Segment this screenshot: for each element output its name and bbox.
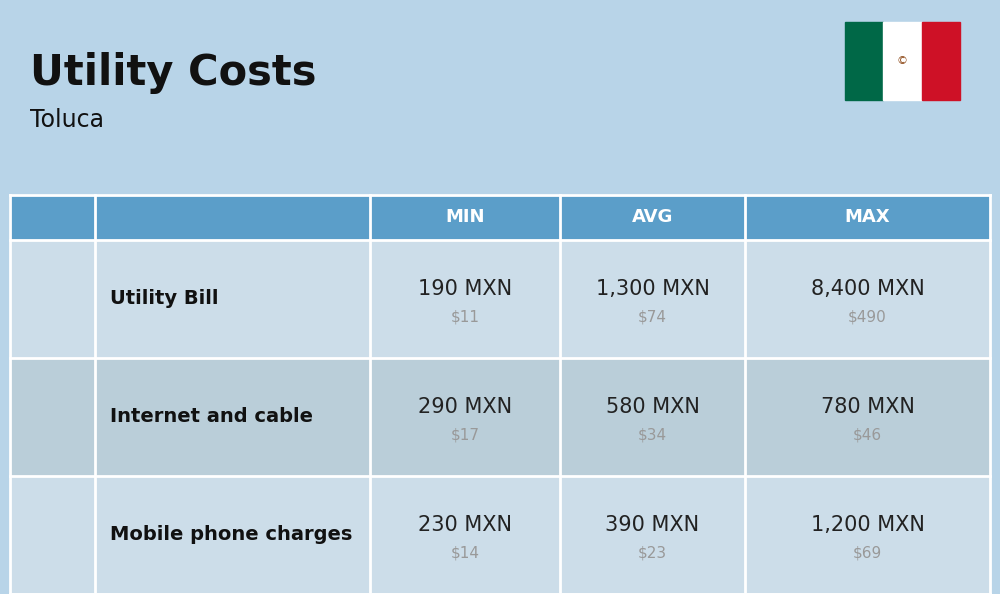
Text: 780 MXN: 780 MXN (821, 397, 914, 417)
Bar (922, 22, 960, 100)
Text: 390 MXN: 390 MXN (605, 515, 700, 535)
Bar (95, 195, 370, 240)
Text: 290 MXN: 290 MXN (418, 397, 512, 417)
Text: $14: $14 (450, 545, 480, 561)
Bar (745, 476, 990, 594)
Text: 580 MXN: 580 MXN (606, 397, 699, 417)
Text: 230 MXN: 230 MXN (418, 515, 512, 535)
Bar (10, 476, 95, 594)
Text: Toluca: Toluca (30, 108, 104, 132)
Bar (95, 476, 370, 594)
Text: Utility Bill: Utility Bill (110, 289, 218, 308)
Text: MIN: MIN (445, 208, 485, 226)
Text: $490: $490 (848, 309, 887, 324)
Text: $69: $69 (853, 545, 882, 561)
Bar (745, 358, 990, 476)
Bar (10, 358, 95, 476)
Bar (10, 195, 95, 240)
Bar (745, 240, 990, 358)
Bar (560, 195, 745, 240)
Text: 1,200 MXN: 1,200 MXN (811, 515, 924, 535)
Bar (883, 22, 922, 100)
Bar (745, 195, 990, 240)
Text: $46: $46 (853, 428, 882, 443)
Text: 1,300 MXN: 1,300 MXN (596, 279, 709, 299)
Text: $23: $23 (638, 545, 667, 561)
Text: Utility Costs: Utility Costs (30, 52, 316, 94)
Text: 190 MXN: 190 MXN (418, 279, 512, 299)
Bar (370, 240, 560, 358)
Bar (10, 240, 95, 358)
Bar (370, 358, 560, 476)
Text: ©: © (897, 56, 908, 66)
Text: $17: $17 (450, 428, 480, 443)
Text: MAX: MAX (845, 208, 890, 226)
Bar (95, 240, 370, 358)
Text: $34: $34 (638, 428, 667, 443)
Bar (560, 240, 745, 358)
Text: $74: $74 (638, 309, 667, 324)
Text: Internet and cable: Internet and cable (110, 407, 313, 426)
Bar (370, 195, 560, 240)
Text: 8,400 MXN: 8,400 MXN (811, 279, 924, 299)
Text: $11: $11 (450, 309, 480, 324)
Text: AVG: AVG (632, 208, 673, 226)
Bar (845, 22, 883, 100)
Text: Mobile phone charges: Mobile phone charges (110, 526, 352, 545)
Bar (560, 476, 745, 594)
Bar (370, 476, 560, 594)
Bar (560, 358, 745, 476)
Bar (95, 358, 370, 476)
